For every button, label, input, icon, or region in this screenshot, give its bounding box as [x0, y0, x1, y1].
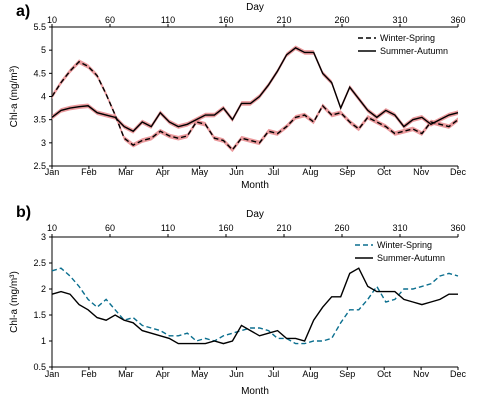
x-tick-label-month: Jun [229, 369, 244, 379]
x-tick-label-month: Apr [156, 167, 170, 177]
x-tick-label-month: May [191, 369, 209, 379]
x-tick-label-month: Oct [377, 369, 392, 379]
legend-entry: Summer-Autumn [377, 253, 445, 263]
chart-panel-a: a) 2.5 3 3.5 4 4.5 5 5.5 Jan Feb Mar Apr May Jun Jul Au… [9, 2, 466, 191]
x-tick-label-month: Sep [339, 167, 355, 177]
x-tick-label-day: 160 [218, 15, 233, 25]
confidence-band [52, 59, 458, 153]
x-tick-label-month: Sep [339, 369, 355, 379]
top-axis-title: Day [246, 2, 264, 13]
x-tick-label-month: Feb [81, 369, 97, 379]
y-axis-title: Chl-a (mg/m³) [9, 271, 20, 333]
series-line-winter-spring [51, 60, 459, 151]
x-tick-label-month: Aug [302, 167, 318, 177]
x-tick-label-month: Aug [302, 369, 318, 379]
x-axis-title: Month [241, 386, 269, 397]
series-line-summer-autumn [51, 47, 459, 133]
x-tick-label-month: Jun [229, 167, 244, 177]
y-tick-label: 5.5 [33, 22, 46, 32]
panel-label: a) [16, 3, 30, 20]
x-tick-label-month: Dec [450, 167, 467, 177]
y-tick-label: 2.5 [33, 258, 46, 268]
x-tick-label-day: 10 [47, 15, 57, 25]
y-tick-label: 3 [41, 138, 46, 148]
x-tick-label-day: 260 [334, 223, 349, 233]
legend-entry: Winter-Spring [377, 240, 432, 250]
x-tick-label-day: 310 [392, 15, 407, 25]
y-tick-label: 5 [41, 45, 46, 55]
y-tick-label: 1.5 [33, 310, 46, 320]
x-tick-label-month: May [191, 167, 209, 177]
x-tick-label-month: Apr [156, 369, 170, 379]
panel-label: b) [16, 204, 31, 221]
legend-entry: Summer-Autumn [380, 46, 448, 56]
x-tick-label-month: Jan [45, 369, 60, 379]
x-tick-label-month: Feb [81, 167, 97, 177]
y-tick-label: 2 [41, 284, 46, 294]
series-line-winter-spring [51, 267, 459, 345]
y-tick-label: 3.5 [33, 115, 46, 125]
x-tick-label-day: 110 [161, 15, 175, 25]
legend-entry: Winter-Spring [380, 33, 435, 43]
x-tick-label-day: 210 [276, 223, 291, 233]
x-tick-label-month: Jul [268, 167, 280, 177]
y-tick-label: 4 [41, 92, 46, 102]
x-tick-label-month: Mar [118, 369, 134, 379]
x-tick-label-day: 60 [105, 223, 115, 233]
y-axis-title: Chl-a (mg/m³) [9, 66, 20, 128]
top-axis-title: Day [246, 209, 264, 220]
y-tick-label: 2.5 [33, 161, 46, 171]
x-tick-label-day: 260 [334, 15, 349, 25]
x-tick-label-month: Oct [377, 167, 392, 177]
x-tick-label-day: 10 [47, 223, 57, 233]
y-tick-label: 1 [41, 336, 46, 346]
x-tick-label-day: 60 [105, 15, 115, 25]
x-tick-label-month: Jan [45, 167, 60, 177]
x-tick-label-month: Dec [450, 369, 467, 379]
x-tick-label-day: 160 [218, 223, 233, 233]
y-tick-label: 0.5 [33, 362, 46, 372]
x-tick-label-day: 310 [392, 223, 407, 233]
x-tick-label-day: 360 [450, 223, 465, 233]
x-tick-label-day: 210 [276, 15, 291, 25]
x-tick-label-day: 110 [161, 223, 175, 233]
x-tick-label-day: 360 [450, 15, 465, 25]
x-tick-label-month: Jul [268, 369, 280, 379]
chart-panel-b: b) 0.5 1 1.5 2 2.5 3 Jan Feb Mar Apr May Jun Jul Aug Se… [9, 204, 466, 397]
x-tick-label-month: Nov [413, 369, 430, 379]
x-tick-label-month: Mar [118, 167, 134, 177]
series-line-summer-autumn [51, 267, 458, 345]
y-tick-label: 4.5 [33, 68, 46, 78]
confidence-band [52, 45, 458, 134]
x-axis-title: Month [241, 180, 269, 191]
x-tick-label-month: Nov [413, 167, 430, 177]
y-tick-label: 3 [41, 232, 46, 242]
